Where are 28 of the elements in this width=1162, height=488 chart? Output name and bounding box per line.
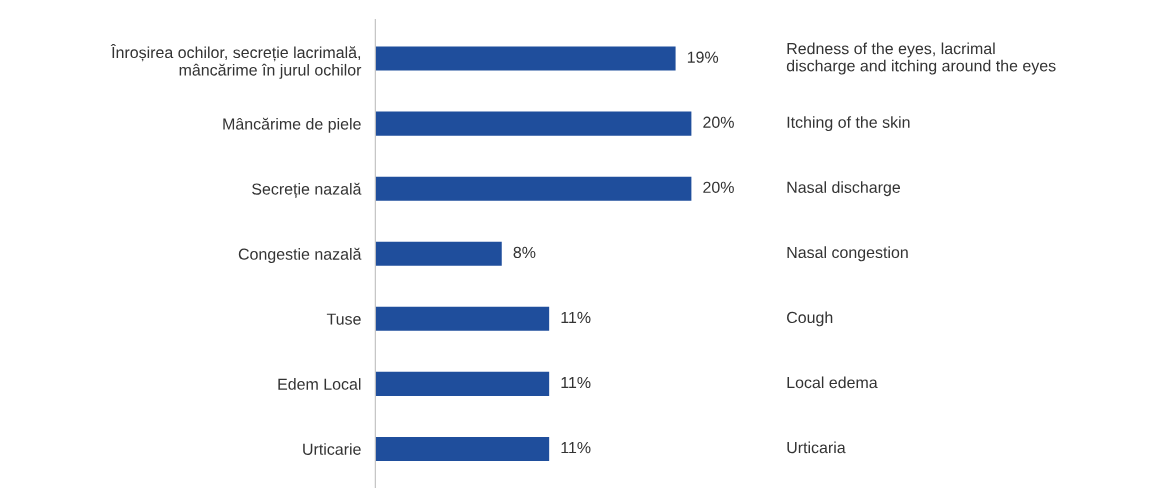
text: Cough (787, 311, 833, 327)
bar (375, 306, 550, 331)
text: Nasal congestion (787, 246, 908, 262)
bar (375, 46, 676, 71)
data-label: 20% (703, 116, 734, 128)
data-label: 11% (561, 376, 591, 389)
bar (375, 176, 692, 201)
y-tick-label: Urticarie (303, 443, 361, 455)
text: Nasal discharge (787, 181, 901, 197)
data-label: 8% (513, 246, 536, 259)
text: Urticaria (787, 441, 846, 454)
bar (375, 111, 692, 136)
text: Itching of the skin (787, 116, 910, 132)
bar (375, 436, 550, 461)
y-tick-label: Edem Local (278, 378, 361, 390)
data-label: 20% (703, 181, 734, 193)
y-tick-label: Secreție nazală (252, 182, 362, 198)
y-tick-label: Mâncărime de piele (223, 117, 361, 133)
data-label: 11% (561, 311, 591, 324)
bar (375, 241, 502, 266)
data-label: 11% (561, 442, 591, 454)
y-tick-label: Congestie nazală (238, 247, 362, 263)
data-label: 19% (687, 51, 719, 63)
text: Local edema (787, 376, 878, 389)
text: Redness of the eyes, lacrimal discharge and itching around the eyes (786, 42, 1056, 75)
bar (375, 371, 550, 396)
y-tick-label: Înroșirea ochilor, secreție lacrimală, mâncărime în jurul ochilor (110, 44, 362, 79)
y-tick-label: Tuse (326, 313, 361, 325)
